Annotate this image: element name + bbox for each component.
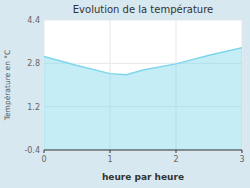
x-tick — [110, 150, 111, 153]
grid-line-y — [44, 20, 242, 21]
x-axis-label: heure par heure — [102, 172, 184, 182]
title: Evolution de la température — [73, 4, 213, 15]
y-tick-label: 2.8 — [27, 59, 40, 68]
plot-background — [44, 20, 242, 150]
y-axis-label: Température en °C — [3, 50, 12, 122]
x-axis-line — [44, 150, 242, 151]
grid — [44, 20, 242, 150]
x-tick-label: 1 — [107, 155, 112, 164]
y-tick-label: -0.4 — [24, 146, 40, 155]
x-tick — [44, 150, 45, 153]
x-tick — [176, 150, 177, 153]
x-tick-label: 3 — [239, 155, 244, 164]
y-tick-label: 4.4 — [27, 16, 40, 25]
area-fill — [44, 48, 242, 150]
series — [44, 48, 242, 150]
area-line — [44, 48, 242, 75]
x-tick-label: 0 — [41, 155, 46, 164]
grid-line-y — [44, 150, 242, 151]
x-tick-label: 2 — [173, 155, 178, 164]
chart-container: 0 1 2 3 -0.4 1.2 2.8 4.4 Evolution de la tempéra… — [0, 0, 250, 188]
chart: 0 1 2 3 -0.4 1.2 2.8 4.4 Evolution de la tempéra… — [0, 0, 250, 188]
y-tick-label: 1.2 — [27, 103, 40, 112]
x-tick — [242, 150, 243, 153]
